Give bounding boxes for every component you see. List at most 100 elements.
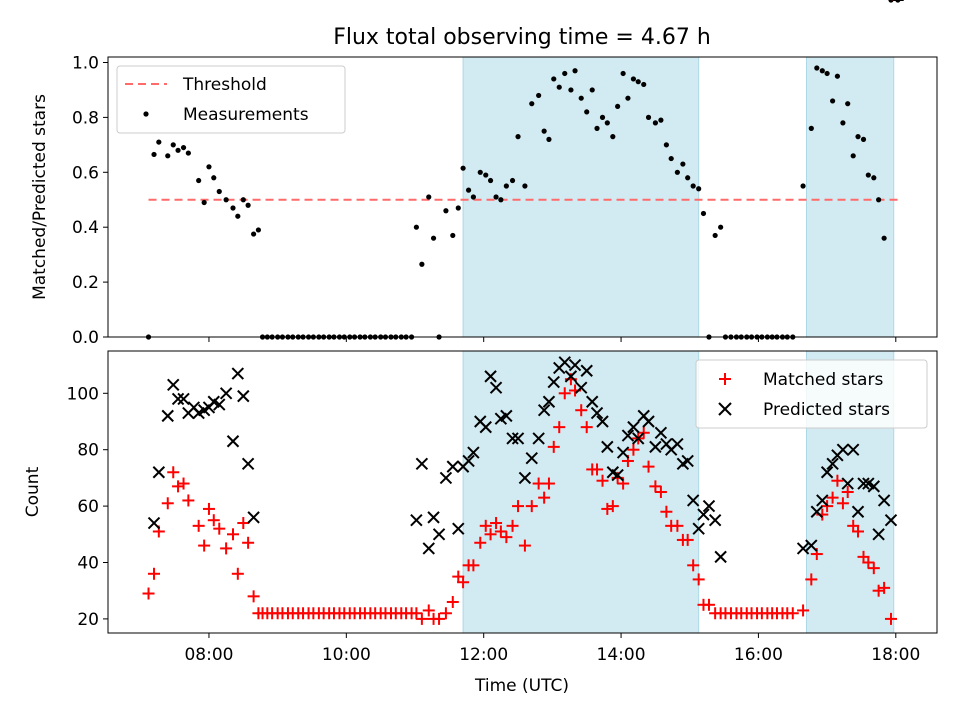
count-xtick-label: 14:00: [597, 645, 646, 665]
predicted-point: [241, 457, 255, 471]
measurement-point: [206, 164, 212, 170]
measurement-point: [830, 98, 836, 104]
ratio-legend: Threshold Measurements: [116, 65, 346, 134]
legend-measurements-label: Measurements: [183, 105, 309, 125]
matched-point: [457, 576, 470, 589]
matched-point: [500, 531, 513, 544]
measurement-point: [630, 76, 637, 82]
measurement-point: [845, 101, 851, 107]
predicted-point: [167, 378, 180, 392]
predicted-point: [219, 387, 233, 400]
predicted-point: [851, 505, 865, 518]
predicted-point: [642, 415, 655, 428]
predicted-point: [415, 457, 429, 471]
ratio-legend-box: [116, 65, 346, 134]
matched-point: [512, 500, 525, 513]
measurement-point: [430, 235, 437, 241]
measurement-point: [568, 87, 574, 93]
predicted-point: [467, 446, 480, 459]
count-ylabel: Count: [23, 466, 43, 517]
matched-point: [831, 474, 844, 487]
measurement-point: [426, 194, 432, 200]
matched-point: [192, 519, 205, 532]
measurement-point: [718, 224, 724, 230]
measurement-point: [814, 65, 820, 71]
predicted-point: [152, 466, 166, 479]
matched-point: [525, 500, 538, 513]
matched-point: [220, 542, 233, 555]
matched-point: [596, 474, 609, 487]
predicted-point: [479, 420, 492, 434]
legend-threshold-label: Threshold: [182, 75, 267, 95]
measurement-point: [450, 232, 456, 239]
count-ytick-tick-label: 60: [77, 497, 99, 517]
matched-point: [575, 404, 588, 417]
measurement-point: [625, 95, 631, 101]
measurement-point: [589, 87, 595, 93]
measurement-point: [251, 231, 257, 237]
measurement-point: [536, 92, 542, 99]
predicted-point: [226, 435, 240, 448]
predicted-point: [627, 420, 640, 434]
predicted-point: [611, 468, 624, 482]
measurement-point: [522, 183, 528, 189]
measurement-point: [641, 81, 647, 88]
predicted-point: [877, 494, 891, 507]
predicted-point: [518, 471, 532, 485]
measurement-point: [584, 109, 590, 115]
panel-ratio: 0.0 0.2 0.4 0.6 0.8 1.0 Matched/Predicted sta…: [30, 0, 938, 348]
measurement-point: [443, 208, 449, 214]
matched-point: [446, 595, 459, 608]
measurement-point: [460, 165, 466, 171]
measurement-point: [855, 134, 861, 140]
measurement-point: [645, 114, 652, 120]
matched-point: [484, 528, 497, 541]
count-xtick-label: 08:00: [184, 645, 233, 665]
legend-matched-label: Matched stars: [763, 370, 883, 390]
predicted-point: [575, 381, 588, 394]
count-axes-frame: [107, 350, 938, 634]
chart-title: Flux total observing time = 4.67 h: [333, 25, 711, 50]
legend-predicted-label: Predicted stars: [763, 400, 890, 420]
measurement-point: [529, 101, 535, 107]
measurement-point: [610, 134, 616, 140]
observing-window-span: [806, 56, 895, 338]
count-matched-layer: [142, 0, 904, 625]
measurement-point: [413, 224, 419, 230]
predicted-point: [439, 471, 453, 485]
measurement-point: [503, 183, 509, 189]
predicted-point: [805, 539, 818, 552]
measurement-point: [245, 202, 251, 208]
matched-point: [518, 539, 531, 552]
matched-point: [237, 517, 250, 530]
predicted-point: [489, 381, 503, 394]
measurement-point: [578, 95, 584, 101]
predicted-point: [410, 513, 423, 527]
matched-point: [797, 604, 810, 617]
matched-point: [852, 525, 865, 538]
measurement-point: [599, 114, 606, 120]
predicted-point: [857, 477, 870, 490]
matched-point: [591, 463, 604, 476]
ratio-ytick-tick-label: 0.6: [72, 163, 99, 183]
measurement-point: [151, 151, 157, 158]
ratio-ytick-tick-label: 0.8: [72, 108, 99, 128]
ratio-shading-layer: [462, 56, 895, 338]
ratio-ytick-tick-label: 1.0: [72, 53, 99, 73]
predicted-point: [621, 429, 635, 442]
matched-point: [681, 533, 694, 546]
count-ytick-tick-label: 20: [77, 610, 99, 630]
count-xtick-label: 18:00: [871, 645, 920, 665]
predicted-point: [816, 494, 829, 507]
measurement-point: [668, 155, 674, 162]
matched-point: [167, 466, 180, 479]
predicted-point: [564, 370, 578, 383]
matched-point: [198, 539, 211, 552]
ratio-ylabel: Matched/Predicted stars: [30, 94, 50, 300]
predicted-point: [568, 358, 582, 372]
matched-point: [479, 519, 492, 532]
matched-point: [805, 573, 818, 586]
matched-point: [161, 497, 174, 510]
measurement-point: [620, 70, 626, 77]
